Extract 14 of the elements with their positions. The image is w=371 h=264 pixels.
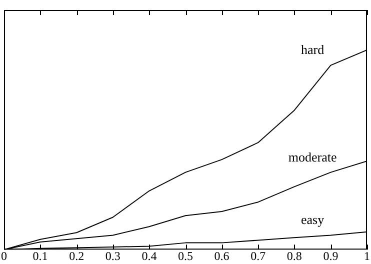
x-tick-label: 0.3	[105, 248, 120, 263]
x-tick-label: 0.2	[69, 248, 84, 263]
x-tick-label: 0.8	[286, 248, 302, 263]
x-tick-label: 0	[1, 248, 7, 263]
series-label: moderate	[288, 149, 337, 164]
series-label: easy	[300, 212, 325, 228]
series-label: hard	[300, 42, 325, 58]
x-tick-label: 0.7	[250, 248, 266, 263]
x-tick-label: 0.9	[323, 248, 338, 263]
x-tick-label: 0.4	[142, 248, 157, 263]
x-tick-label: 1	[364, 248, 370, 263]
x-tick-label: 0.5	[178, 248, 193, 263]
x-tick-label: 0.1	[32, 248, 48, 263]
x-tick-label: 0.6	[214, 248, 230, 263]
